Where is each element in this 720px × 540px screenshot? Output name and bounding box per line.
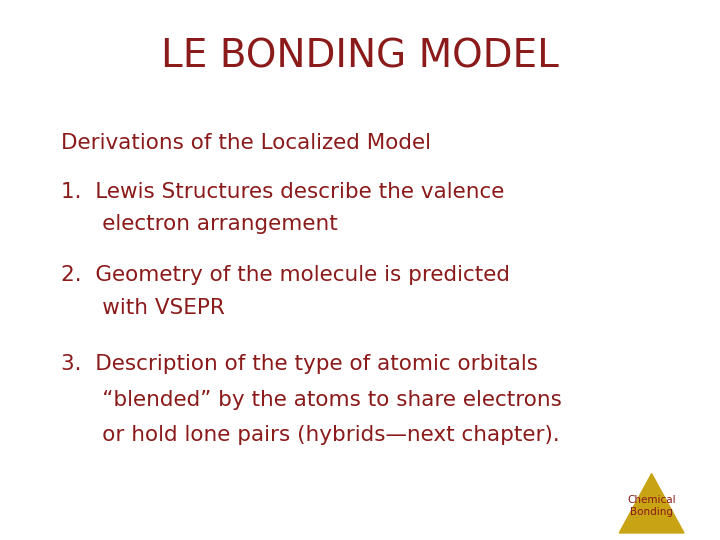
Text: 3.  Description of the type of atomic orbitals: 3. Description of the type of atomic orb… — [61, 354, 539, 375]
Text: LE BONDING MODEL: LE BONDING MODEL — [161, 38, 559, 76]
Text: “blended” by the atoms to share electrons: “blended” by the atoms to share electron… — [61, 389, 562, 410]
Text: electron arrangement: electron arrangement — [61, 214, 338, 234]
Text: 2.  Geometry of the molecule is predicted: 2. Geometry of the molecule is predicted — [61, 265, 510, 286]
Text: Chemical
Bonding: Chemical Bonding — [627, 495, 676, 517]
Text: Derivations of the Localized Model: Derivations of the Localized Model — [61, 133, 431, 153]
Text: 1.  Lewis Structures describe the valence: 1. Lewis Structures describe the valence — [61, 181, 505, 202]
Polygon shape — [619, 474, 684, 533]
Text: with VSEPR: with VSEPR — [61, 298, 225, 318]
Text: or hold lone pairs (hybrids—next chapter).: or hold lone pairs (hybrids—next chapter… — [61, 424, 560, 445]
